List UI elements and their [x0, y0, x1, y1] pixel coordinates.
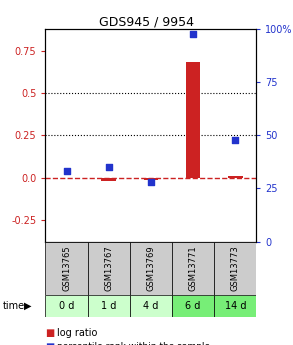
Point [149, 179, 153, 185]
Text: GSM13769: GSM13769 [146, 245, 155, 291]
Point [64, 169, 69, 174]
Bar [130, 295, 172, 317]
Point [106, 165, 111, 170]
Text: GDS945 / 9954: GDS945 / 9954 [99, 16, 194, 29]
Bar [45, 241, 88, 295]
Point [233, 137, 238, 142]
Text: log ratio: log ratio [57, 328, 98, 338]
Bar [186, 62, 200, 178]
Bar [88, 241, 130, 295]
Text: percentile rank within the sample: percentile rank within the sample [57, 342, 210, 345]
Text: 4 d: 4 d [143, 301, 159, 311]
Text: GSM13771: GSM13771 [189, 245, 197, 291]
Text: 6 d: 6 d [185, 301, 201, 311]
Text: ■: ■ [45, 342, 55, 345]
Text: 14 d: 14 d [224, 301, 246, 311]
Bar [172, 295, 214, 317]
Bar [144, 178, 158, 179]
Text: time: time [3, 301, 25, 311]
Text: GSM13767: GSM13767 [104, 245, 113, 291]
Bar [101, 178, 116, 181]
Text: 0 d: 0 d [59, 301, 74, 311]
Text: ■: ■ [45, 328, 55, 338]
Bar [88, 295, 130, 317]
Bar [228, 176, 243, 178]
Bar [214, 241, 256, 295]
Text: GSM13773: GSM13773 [231, 245, 240, 291]
Bar [45, 295, 88, 317]
Bar [214, 295, 256, 317]
Point [191, 31, 195, 36]
Text: GSM13765: GSM13765 [62, 245, 71, 291]
Text: ▶: ▶ [23, 301, 31, 311]
Bar [130, 241, 172, 295]
Text: 1 d: 1 d [101, 301, 116, 311]
Bar [172, 241, 214, 295]
